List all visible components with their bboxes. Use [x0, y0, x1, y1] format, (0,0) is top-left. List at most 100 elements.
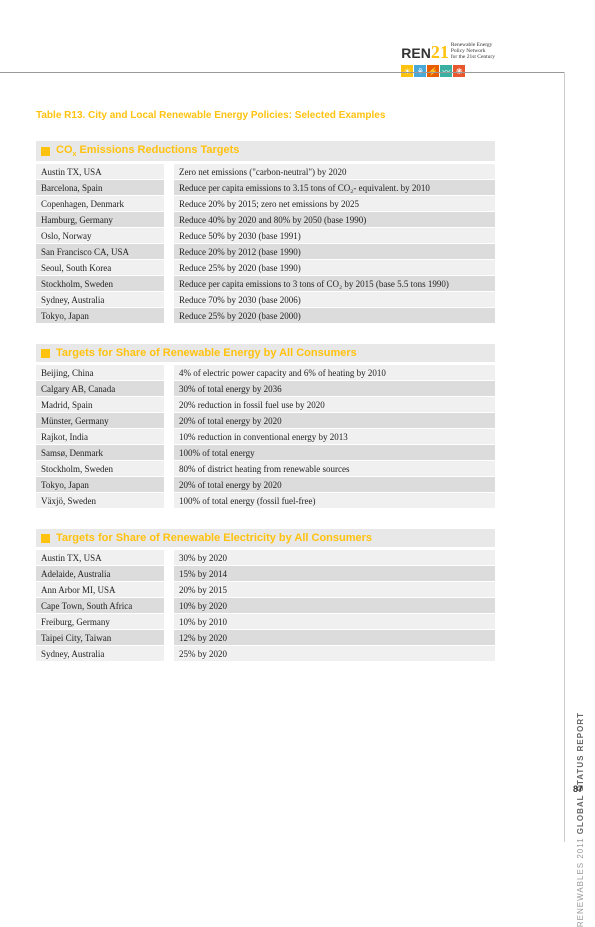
table-row: Stockholm, Sweden 80% of district heating…	[36, 461, 495, 476]
city-cell: Hamburg, Germany	[36, 212, 164, 227]
separator	[164, 461, 174, 476]
target-cell: Zero net emissions ("carbon-neutral") by…	[174, 164, 495, 179]
table-row: Rajkot, India10% reduction in convention…	[36, 429, 495, 444]
square-bullet-icon	[41, 534, 50, 543]
table-row: Cape Town, South Africa10% by 2020	[36, 598, 495, 613]
target-cell: 100% of total energy (fossil fuel-free)	[174, 493, 495, 508]
top-rule	[0, 72, 565, 73]
city-cell: Adelaide, Australia	[36, 566, 164, 581]
city-cell: Växjö, Sweden	[36, 493, 164, 508]
separator	[164, 630, 174, 645]
table-row: Samsø, Denmark100% of total energy	[36, 445, 495, 460]
square-bullet-icon	[41, 147, 50, 156]
city-cell: Tokyo, Japan	[36, 477, 164, 492]
separator	[164, 493, 174, 508]
city-cell: Sydney, Australia	[36, 646, 164, 661]
separator	[164, 308, 174, 323]
content-area: Table R13. City and Local Renewable Ener…	[0, 72, 595, 662]
target-cell: Reduce 20% by 2015; zero net emissions b…	[174, 196, 495, 211]
separator	[164, 180, 174, 195]
city-cell: Copenhagen, Denmark	[36, 196, 164, 211]
table-row: Beijing, China 4% of electric power capac…	[36, 365, 495, 380]
table-row: Taipei City, Taiwan12% by 2020	[36, 630, 495, 645]
city-cell: Sydney, Australia	[36, 292, 164, 307]
target-cell: Reduce 25% by 2020 (base 1990)	[174, 260, 495, 275]
target-cell: Reduce 20% by 2012 (base 1990)	[174, 244, 495, 259]
city-cell: Barcelona, Spain	[36, 180, 164, 195]
city-cell: Oslo, Norway	[36, 228, 164, 243]
table-row: Ann Arbor MI, USA 20% by 2015	[36, 582, 495, 597]
target-cell: 25% by 2020	[174, 646, 495, 661]
table-row: Sydney, Australia Reduce 70% by 2030 (bas…	[36, 292, 495, 307]
city-cell: Stockholm, Sweden	[36, 461, 164, 476]
city-cell: Seoul, South Korea	[36, 260, 164, 275]
side-report-label: RENEWABLES 2011 GLOBAL STATUS REPORT	[576, 712, 585, 927]
target-cell: 100% of total energy	[174, 445, 495, 460]
table-row: Copenhagen, Denmark Reduce 20% by 2015; z…	[36, 196, 495, 211]
logo-theme-icon: ☀	[401, 65, 413, 77]
city-cell: Austin TX, USA	[36, 550, 164, 565]
city-cell: Beijing, China	[36, 365, 164, 380]
target-cell: 80% of district heating from renewable s…	[174, 461, 495, 476]
separator	[164, 196, 174, 211]
target-cell: Reduce per capita emissions to 3 tons of…	[174, 276, 495, 291]
section3-table: Austin TX, USA 30% by 2020 Adelaide, Austr…	[36, 549, 495, 662]
target-cell: Reduce 70% by 2030 (base 2006)	[174, 292, 495, 307]
target-cell: Reduce per capita emissions to 3.15 tons…	[174, 180, 495, 195]
table-row: Sydney, Australia 25% by 2020	[36, 646, 495, 661]
city-cell: Ann Arbor MI, USA	[36, 582, 164, 597]
city-cell: Stockholm, Sweden	[36, 276, 164, 291]
separator	[164, 164, 174, 179]
header: REN21Renewable EnergyPolicy Networkfor t…	[0, 0, 595, 72]
separator	[164, 550, 174, 565]
city-cell: Austin TX, USA	[36, 164, 164, 179]
section1-title: COx Emissions Reductions Targets	[56, 144, 239, 158]
logo-subtitle: Renewable EnergyPolicy Networkfor the 21…	[451, 42, 495, 60]
table-row: Stockholm, Sweden Reduce per capita emiss…	[36, 276, 495, 291]
logo-theme-icon: ⚡	[427, 65, 439, 77]
table-row: Austin TX, USA Zero net emissions ("carbo…	[36, 164, 495, 179]
target-cell: 20% of total energy by 2020	[174, 413, 495, 428]
table-row: San Francisco CA, USAReduce 20% by 2012 …	[36, 244, 495, 259]
separator	[164, 276, 174, 291]
city-cell: Cape Town, South Africa	[36, 598, 164, 613]
separator	[164, 566, 174, 581]
section3-header: Targets for Share of Renewable Electrici…	[36, 529, 495, 547]
separator	[164, 582, 174, 597]
section2-table: Beijing, China 4% of electric power capac…	[36, 364, 495, 509]
table-row: Madrid, Spain20% reduction in fossil fue…	[36, 397, 495, 412]
separator	[164, 260, 174, 275]
page-number: 87	[573, 784, 583, 794]
logo-theme-icon: 〰	[440, 65, 452, 77]
logo-icon-row: ☀⚘⚡〰❋	[401, 65, 495, 77]
table-title: Table R13. City and Local Renewable Ener…	[36, 110, 495, 121]
section2-header: Targets for Share of Renewable Energy by…	[36, 344, 495, 362]
separator	[164, 477, 174, 492]
separator	[164, 292, 174, 307]
city-cell: Rajkot, India	[36, 429, 164, 444]
target-cell: 20% of total energy by 2020	[174, 477, 495, 492]
right-rule	[564, 72, 565, 842]
target-cell: 15% by 2014	[174, 566, 495, 581]
separator	[164, 397, 174, 412]
logo-number: 21	[431, 42, 449, 62]
target-cell: 10% by 2010	[174, 614, 495, 629]
target-cell: 4% of electric power capacity and 6% of …	[174, 365, 495, 380]
logo-theme-icon: ⚘	[414, 65, 426, 77]
separator	[164, 381, 174, 396]
target-cell: Reduce 25% by 2020 (base 2000)	[174, 308, 495, 323]
city-cell: Tokyo, Japan	[36, 308, 164, 323]
logo-prefix: REN	[401, 45, 431, 61]
target-cell: 30% of total energy by 2036	[174, 381, 495, 396]
table-row: Seoul, South Korea Reduce 25% by 2020 (ba…	[36, 260, 495, 275]
city-cell: Madrid, Spain	[36, 397, 164, 412]
target-cell: 12% by 2020	[174, 630, 495, 645]
target-cell: 20% by 2015	[174, 582, 495, 597]
target-cell: 30% by 2020	[174, 550, 495, 565]
section2-title: Targets for Share of Renewable Energy by…	[56, 347, 357, 359]
table-row: Växjö, Sweden 100% of total energy (fossi…	[36, 493, 495, 508]
target-cell: Reduce 50% by 2030 (base 1991)	[174, 228, 495, 243]
separator	[164, 598, 174, 613]
separator	[164, 614, 174, 629]
separator	[164, 413, 174, 428]
